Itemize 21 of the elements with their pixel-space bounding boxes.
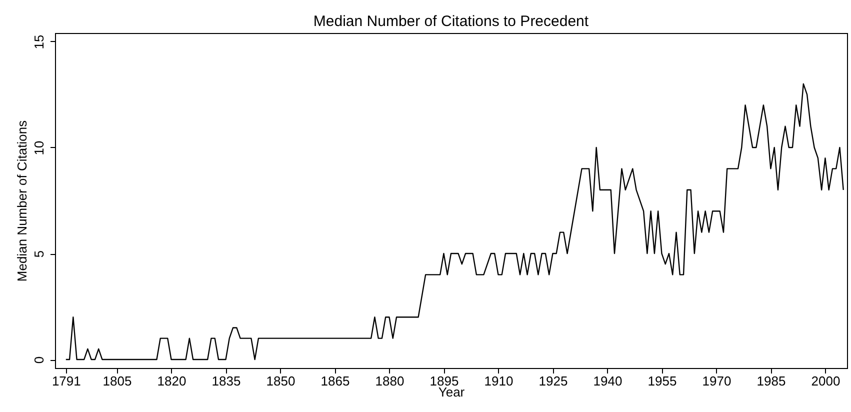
x-tick-label: 1865 <box>320 374 350 388</box>
x-tick-label: 1940 <box>593 374 622 388</box>
x-tick-label: 2000 <box>811 374 840 388</box>
y-tick-label: 15 <box>32 34 46 50</box>
x-tick-label: 1850 <box>266 374 296 388</box>
x-tick-label: 1910 <box>484 374 514 388</box>
x-tick-label: 1880 <box>375 374 404 388</box>
y-tick-label: 10 <box>32 140 46 156</box>
x-tick-label: 1835 <box>212 374 241 388</box>
line-series <box>65 83 844 360</box>
y-tick-label: 0 <box>32 356 46 364</box>
x-tick-label: 1791 <box>52 374 81 388</box>
chart-title: Median Number of Citations to Precedent <box>313 13 590 30</box>
x-tick-label: 1805 <box>102 374 132 388</box>
y-axis-title: Median Number of Citations <box>14 120 30 282</box>
x-tick-label: 1820 <box>157 374 186 388</box>
y-tick-label: 5 <box>32 250 46 258</box>
x-tick-label: 1955 <box>648 374 677 388</box>
x-tick-label: 1925 <box>538 374 568 388</box>
x-tick-label: 1970 <box>702 374 732 388</box>
x-tick-label: 1985 <box>756 374 786 388</box>
